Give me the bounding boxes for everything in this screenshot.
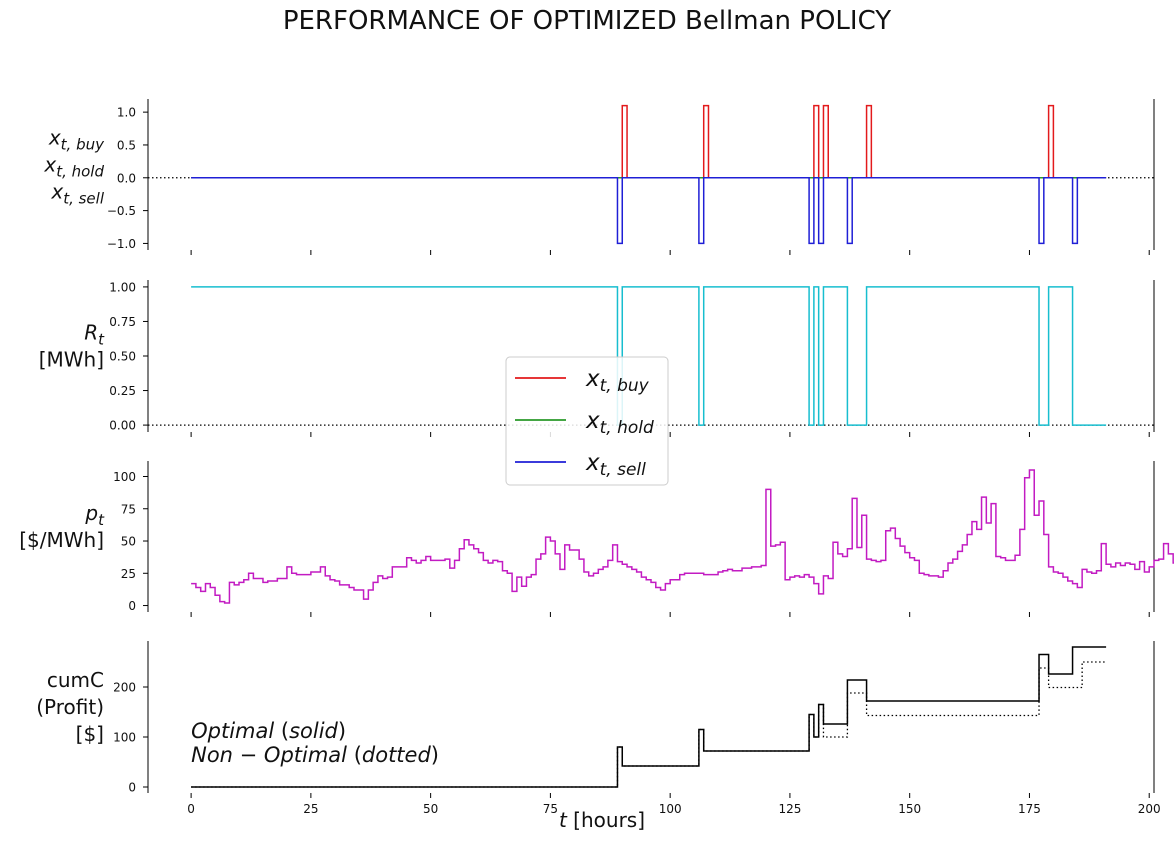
legend-box bbox=[505, 356, 669, 486]
y-axis-label: cumC bbox=[47, 668, 104, 692]
annotation-word: Non − Optimal bbox=[191, 743, 354, 767]
y-label-main: x bbox=[50, 180, 63, 204]
series-line-x-t-sell- bbox=[191, 177, 1107, 245]
annotation-paren: ) bbox=[431, 743, 439, 767]
x-tick-label: 150 bbox=[898, 802, 921, 816]
y-axis-label: xt, sell bbox=[50, 180, 104, 208]
panel-profit: 0 25 50 75 100 125 150 175 200 200 100 0 cumC (Profit… bbox=[36, 641, 1161, 816]
y-axis-label: [$/MWh] bbox=[19, 528, 104, 552]
y-tick-label: 100 bbox=[113, 731, 136, 745]
y-tick-label: 0.00 bbox=[109, 419, 136, 433]
y-axis-label: xt, buy bbox=[48, 126, 105, 154]
panel-resource: 1.00 0.75 0.50 0.25 0.00 Rt[MWh] bbox=[39, 280, 1155, 437]
y-label-main: x bbox=[43, 153, 56, 177]
legend-label-sub: t, sell bbox=[600, 460, 647, 480]
x-tick-label: 75 bbox=[543, 802, 558, 816]
legend-label: xt, buy bbox=[585, 366, 650, 396]
annotation: Optimal (solid)Non − Optimal (dotted) bbox=[191, 719, 439, 767]
annotation-style: dotted bbox=[362, 743, 432, 767]
annotation-style: solid bbox=[289, 719, 338, 743]
x-tick-label: 25 bbox=[303, 802, 318, 816]
x-tick-label: 175 bbox=[1018, 802, 1041, 816]
y-label-main: R bbox=[84, 321, 98, 345]
y-label-main: p bbox=[84, 501, 98, 525]
legend-label-sub: t, hold bbox=[600, 418, 654, 438]
panel-price: 100 75 50 25 0 pt[$/MWh] bbox=[19, 461, 1174, 617]
y-axis-label: Rt bbox=[84, 321, 105, 349]
y-label-sub: t, hold bbox=[56, 163, 104, 181]
y-axis-label: xt, hold bbox=[43, 153, 104, 181]
y-tick-label: 0 bbox=[128, 599, 136, 613]
y-axis-label: [$] bbox=[76, 722, 104, 746]
y-tick-label: 75 bbox=[121, 502, 136, 516]
y-tick-label: −0.5 bbox=[107, 204, 136, 218]
y-tick-label: 0.0 bbox=[117, 171, 136, 185]
annotation-line-2: Non − Optimal (dotted) bbox=[191, 743, 439, 767]
legend-label: xt, hold bbox=[585, 408, 654, 438]
legend-label: xt, sell bbox=[585, 450, 646, 480]
x-tick-label: 0 bbox=[187, 802, 195, 816]
x-tick-label: 100 bbox=[659, 802, 682, 816]
y-tick-label: 1.00 bbox=[109, 280, 136, 294]
y-tick-label: 200 bbox=[113, 681, 136, 695]
y-tick-label: 100 bbox=[113, 470, 136, 484]
legend-label-sub: t, buy bbox=[600, 376, 650, 396]
y-tick-label: −1.0 bbox=[107, 237, 136, 251]
y-tick-label: 25 bbox=[121, 567, 136, 581]
y-tick-label: 0 bbox=[128, 781, 136, 795]
legend-label-main: x bbox=[585, 366, 600, 392]
annotation-line-1: Optimal (solid) bbox=[191, 719, 346, 743]
y-tick-label: 1.0 bbox=[117, 106, 136, 120]
x-axis-unit: [hours] bbox=[573, 808, 646, 832]
x-axis-var: t bbox=[558, 808, 567, 832]
x-tick-label: 125 bbox=[778, 802, 801, 816]
y-axis-label: (Profit) bbox=[36, 695, 104, 719]
series-line-non-optimal bbox=[191, 661, 1107, 788]
annotation-paren: ( bbox=[281, 719, 289, 743]
annotation-paren: ( bbox=[354, 743, 362, 767]
series-line-r-t bbox=[191, 286, 1107, 426]
y-label-sub: t bbox=[98, 331, 105, 349]
legend-label-main: x bbox=[585, 450, 600, 476]
annotation-word: Optimal bbox=[191, 719, 281, 743]
x-axis-label: t [hours] bbox=[0, 808, 1174, 832]
y-label-sub: t, buy bbox=[61, 136, 105, 154]
y-axis-label: pt bbox=[84, 501, 105, 529]
y-label-main: x bbox=[48, 126, 61, 150]
y-tick-label: 0.75 bbox=[109, 315, 136, 329]
y-tick-label: 0.50 bbox=[109, 350, 136, 364]
x-tick-label: 200 bbox=[1138, 802, 1161, 816]
legend-label-main: x bbox=[585, 408, 600, 434]
series-line-x-t-buy- bbox=[191, 104, 1107, 179]
annotation-paren: ) bbox=[338, 719, 346, 743]
y-label-sub: t, sell bbox=[63, 190, 105, 208]
x-tick-label: 50 bbox=[423, 802, 438, 816]
y-label-sub: t bbox=[98, 511, 105, 529]
y-tick-label: 50 bbox=[121, 535, 136, 549]
y-axis-label: [MWh] bbox=[39, 348, 104, 372]
chart-title: PERFORMANCE OF OPTIMIZED Bellman POLICY bbox=[282, 6, 892, 36]
series-line-p-t bbox=[191, 469, 1174, 604]
y-tick-label: 0.5 bbox=[117, 138, 136, 152]
y-tick-label: 0.25 bbox=[109, 384, 136, 398]
